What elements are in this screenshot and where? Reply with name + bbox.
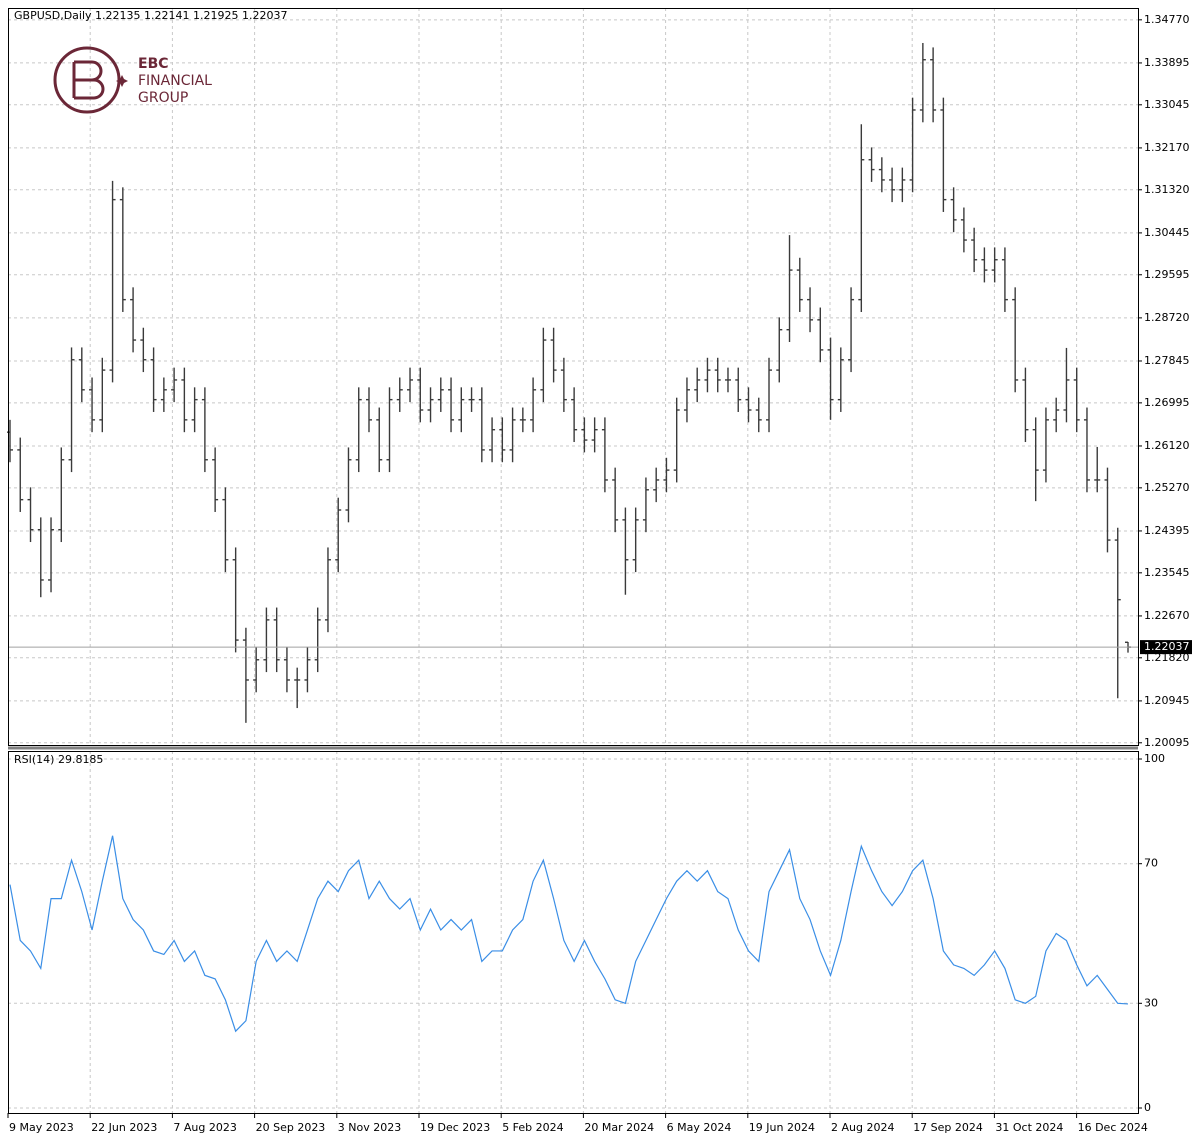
y-tick-label: 1.27845 (1144, 354, 1190, 367)
y-tick-label: 1.30445 (1144, 226, 1190, 239)
x-tick-label: 19 Jun 2024 (749, 1121, 815, 1134)
watermark-text: FINANCIAL (138, 73, 212, 89)
watermark-text: GROUP (138, 90, 188, 106)
y-tick-label: 1.25270 (1144, 481, 1190, 494)
y-tick-label: 70 (1144, 857, 1158, 870)
x-tick-label: 17 Sep 2024 (913, 1121, 983, 1134)
y-tick-label: 1.20095 (1144, 736, 1190, 749)
y-tick-label: 1.33895 (1144, 56, 1190, 69)
rsi-panel-frame (8, 751, 1139, 1114)
current-price-label: 1.22037 (1144, 640, 1190, 653)
x-tick-label: 31 Oct 2024 (995, 1121, 1063, 1134)
watermark-text: EBC (138, 56, 169, 72)
watermark-logo: EBC FINANCIAL GROUP (53, 46, 212, 114)
grid-layer (8, 8, 1138, 1113)
logo-star (116, 75, 128, 87)
x-tick-label: 16 Dec 2024 (1078, 1121, 1148, 1134)
y-tick-label: 0 (1144, 1101, 1151, 1114)
x-tick-label: 22 Jun 2023 (91, 1121, 157, 1134)
current-price-tag (1140, 640, 1192, 655)
x-tick-label: 9 May 2023 (9, 1121, 74, 1134)
y-tick-label: 100 (1144, 752, 1165, 765)
y-tick-label: 1.22670 (1144, 609, 1190, 622)
x-tick-label: 19 Dec 2023 (420, 1121, 490, 1134)
logo-letter (72, 60, 105, 100)
y-tick-label: 1.31320 (1144, 183, 1190, 196)
x-tick-label: 20 Sep 2023 (256, 1121, 326, 1134)
price-panel-frame (8, 8, 1139, 746)
y-tick-label: 1.26120 (1144, 439, 1190, 452)
y-tick-label: 1.26995 (1144, 396, 1190, 409)
x-tick-label: 7 Aug 2023 (173, 1121, 236, 1134)
rsi-title: RSI(14) 29.8185 (14, 753, 103, 766)
x-tick-label: 6 May 2024 (667, 1121, 732, 1134)
x-tick-label: 5 Feb 2024 (502, 1121, 563, 1134)
y-tick-label: 1.29595 (1144, 268, 1190, 281)
y-tick-label: 1.23545 (1144, 566, 1190, 579)
y-tick-label: 1.32170 (1144, 141, 1190, 154)
rsi-line (9, 835, 1129, 1033)
mark-layer (7, 42, 1138, 1033)
y-tick-label: 30 (1144, 996, 1158, 1009)
y-tick-label: 1.33045 (1144, 98, 1190, 111)
x-tick-label: 20 Mar 2024 (584, 1121, 654, 1134)
y-tick-label: 1.34770 (1144, 13, 1190, 26)
y-tick-label: 1.28720 (1144, 311, 1190, 324)
price-title: GBPUSD,Daily 1.22135 1.22141 1.21925 1.2… (14, 9, 287, 22)
x-tick-label: 3 Nov 2023 (338, 1121, 401, 1134)
y-tick-label: 1.20945 (1144, 694, 1190, 707)
y-tick-label: 1.24395 (1144, 524, 1190, 537)
x-tick-label: 2 Aug 2024 (831, 1121, 894, 1134)
